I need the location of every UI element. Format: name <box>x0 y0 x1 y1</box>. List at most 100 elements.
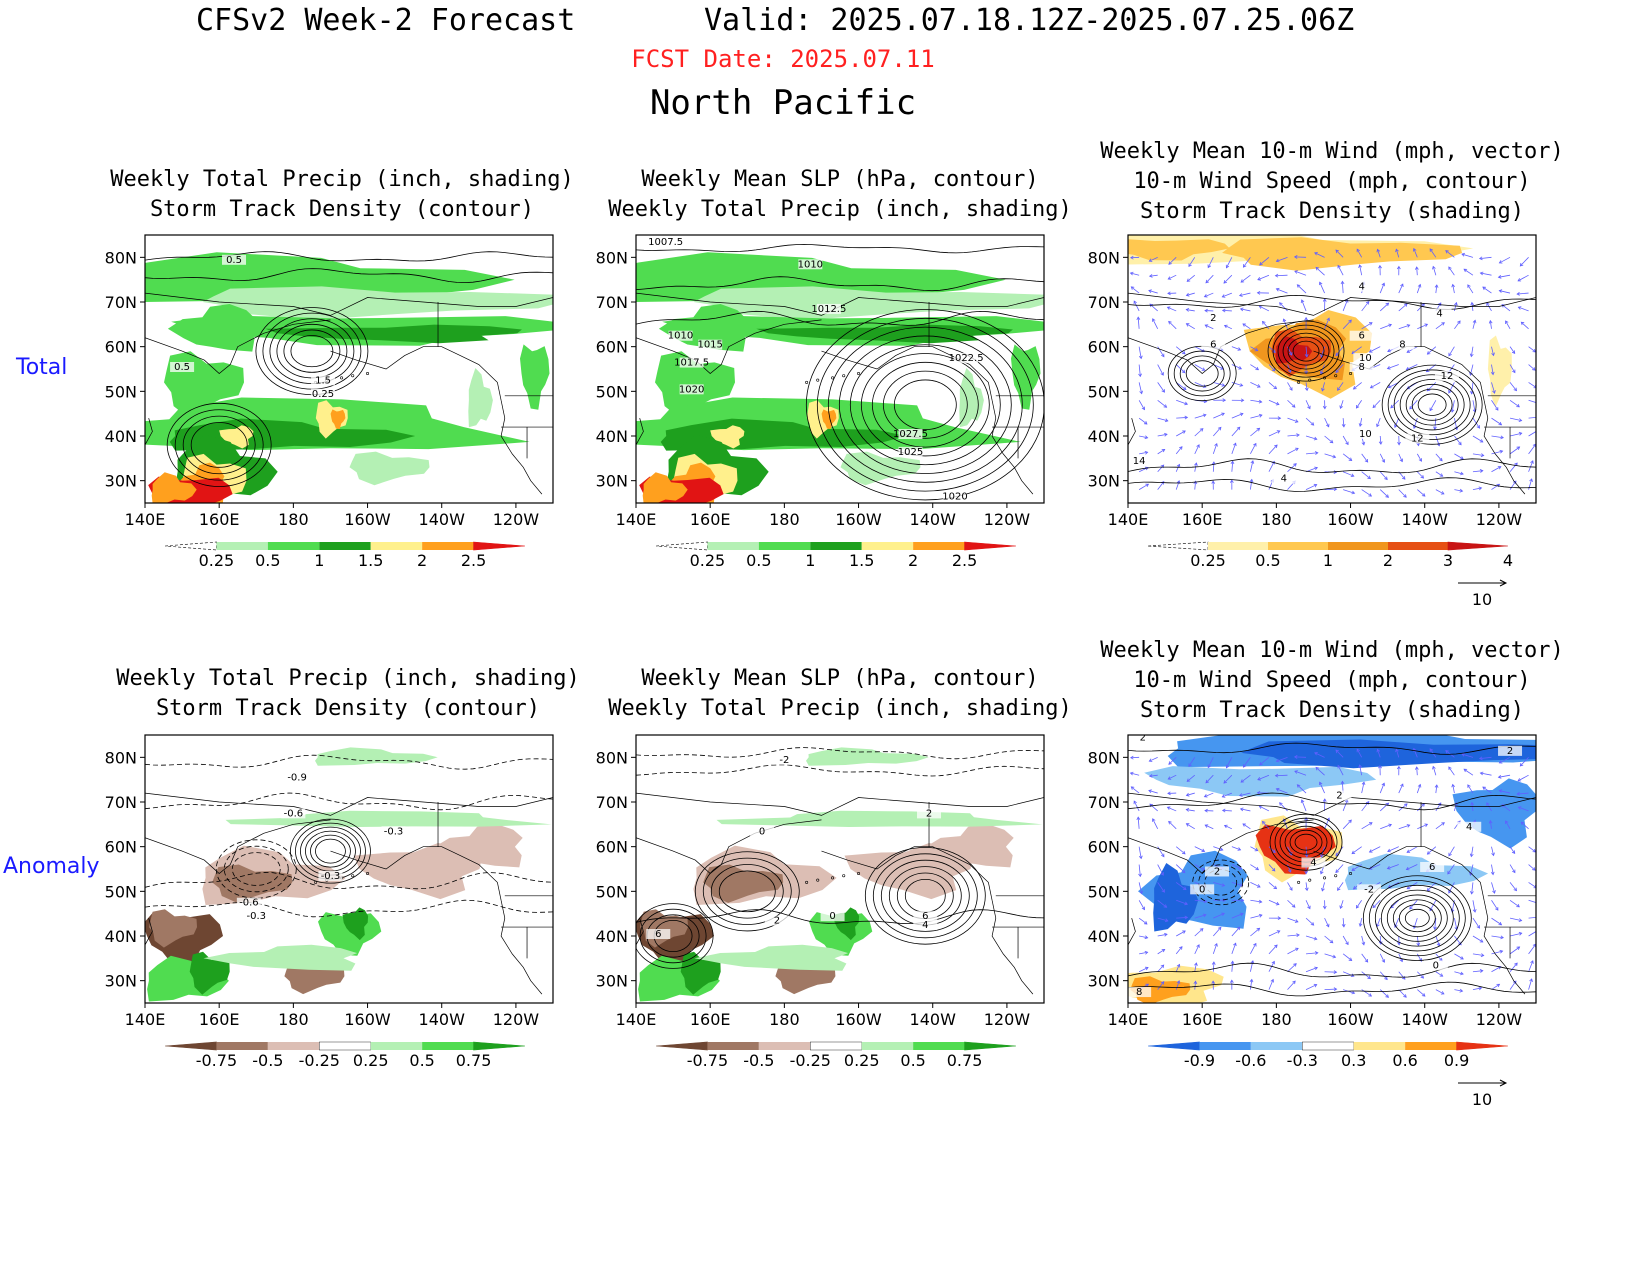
wind-vector-head <box>1199 428 1204 432</box>
wind-vector <box>1186 323 1195 330</box>
colorbar-swatch <box>1405 1042 1457 1050</box>
panel-title: Weekly Total Precip (inch, shading) Stor… <box>110 167 574 222</box>
lon-tick-label: 140W <box>1402 1010 1449 1029</box>
contour-label-bg <box>1271 473 1296 484</box>
wind-vector <box>1194 846 1205 852</box>
colorbar-swatch <box>370 1042 423 1050</box>
wind-vector <box>1335 249 1344 258</box>
wind-vector <box>1518 306 1529 312</box>
wind-vector-head <box>1340 780 1345 785</box>
wind-vector <box>1305 900 1311 909</box>
wind-vector <box>1186 309 1195 312</box>
wind-vector <box>1137 317 1140 329</box>
wind-vector-head <box>1537 416 1540 419</box>
wind-vector <box>1398 989 1407 998</box>
wind-vector <box>1250 346 1258 351</box>
wind-vector-head <box>1348 957 1353 961</box>
shading-area <box>680 951 721 995</box>
wind-vector <box>1250 364 1259 370</box>
wind-vector <box>1250 382 1261 388</box>
contour-label: 0 <box>1433 960 1439 971</box>
wind-vector <box>1480 772 1492 776</box>
island <box>1297 880 1301 884</box>
wind-vector <box>1454 953 1464 960</box>
coastline <box>991 900 1034 995</box>
wind-vector <box>1268 430 1280 437</box>
wind-vector-head <box>1133 800 1137 805</box>
wind-vector <box>1417 471 1424 479</box>
contour-line <box>880 859 970 932</box>
wind-vector <box>1212 443 1218 454</box>
wind-vector-head <box>1130 286 1135 290</box>
wind-vector-head <box>1517 306 1522 310</box>
contour-label-bg <box>381 826 406 837</box>
wind-vector-head <box>1129 771 1134 776</box>
contour-line <box>636 243 1044 254</box>
colorbar-label: 1.5 <box>849 551 874 570</box>
state-borders <box>992 895 1044 959</box>
wind-vector <box>1361 471 1371 479</box>
wind-vector-head <box>1429 748 1434 752</box>
wind-vector-head <box>1358 423 1363 427</box>
wind-vector-head <box>1448 266 1452 271</box>
wind-vector <box>1509 932 1522 937</box>
wind-vector <box>1491 450 1503 455</box>
wind-vector-head <box>1160 372 1164 376</box>
wind-vector <box>1157 382 1165 393</box>
wind-vector-head <box>1257 777 1261 781</box>
lon-tick-label: 160W <box>344 1010 391 1029</box>
wind-vector <box>1461 253 1474 258</box>
wind-vector <box>1498 274 1511 278</box>
wind-vector <box>1250 864 1259 870</box>
wind-vector-head <box>1199 928 1204 932</box>
wind-vector-head <box>1348 319 1352 324</box>
wind-vector-head <box>1340 280 1345 285</box>
wind-vector <box>1305 935 1317 940</box>
colorbar-label: 0.5 <box>255 551 280 570</box>
wind-vector <box>1152 818 1159 829</box>
contour-label-bg <box>816 303 841 314</box>
contour-line <box>864 847 986 945</box>
wind-vector <box>1499 290 1511 294</box>
wind-vector <box>1491 382 1496 394</box>
wind-vector <box>1491 466 1501 473</box>
wind-vector <box>1138 483 1149 490</box>
wind-vector-head <box>1304 870 1309 875</box>
colorbar-label: 0.25 <box>199 551 235 570</box>
wind-vector <box>1379 953 1385 963</box>
wind-vector-head <box>1479 771 1484 776</box>
colorbar-label: -0.9 <box>1184 1051 1215 1070</box>
wind-vector-head <box>1479 439 1484 443</box>
contour-line <box>1417 393 1447 416</box>
coastline <box>1483 900 1526 995</box>
wind-vector-head <box>1277 916 1282 921</box>
wind-vector <box>1305 967 1318 973</box>
wind-vector <box>1435 284 1438 294</box>
wind-vector-head <box>1276 430 1281 434</box>
wind-vector-head <box>1275 787 1280 792</box>
wind-vector <box>1491 346 1494 356</box>
wind-vector-head <box>1229 979 1234 983</box>
wind-vector <box>1398 453 1403 462</box>
wind-vector-head <box>1214 942 1218 947</box>
wind-vector <box>1398 303 1408 312</box>
colorbar-label: 0.5 <box>746 551 771 570</box>
wind-vector <box>1416 935 1419 946</box>
wind-vector-head <box>1339 405 1343 410</box>
wind-vector-head <box>1501 804 1506 808</box>
colorbar-swatch <box>1353 1042 1406 1050</box>
wind-vector <box>1213 912 1225 919</box>
shading-area <box>434 824 523 868</box>
wind-vector <box>1361 935 1365 945</box>
wind-vector-head <box>1313 936 1318 941</box>
wind-vector-head <box>1325 923 1330 928</box>
wind-vector-head <box>1230 960 1235 965</box>
wind-vector-head <box>1250 960 1255 964</box>
wind-vector-head <box>1321 387 1325 392</box>
wind-vector-head <box>1401 476 1406 480</box>
wind-vector-head <box>1451 783 1455 788</box>
contour-line <box>1272 324 1340 378</box>
wind-vector <box>1471 882 1474 894</box>
contour-line <box>636 903 714 969</box>
wind-vector <box>1491 950 1503 955</box>
